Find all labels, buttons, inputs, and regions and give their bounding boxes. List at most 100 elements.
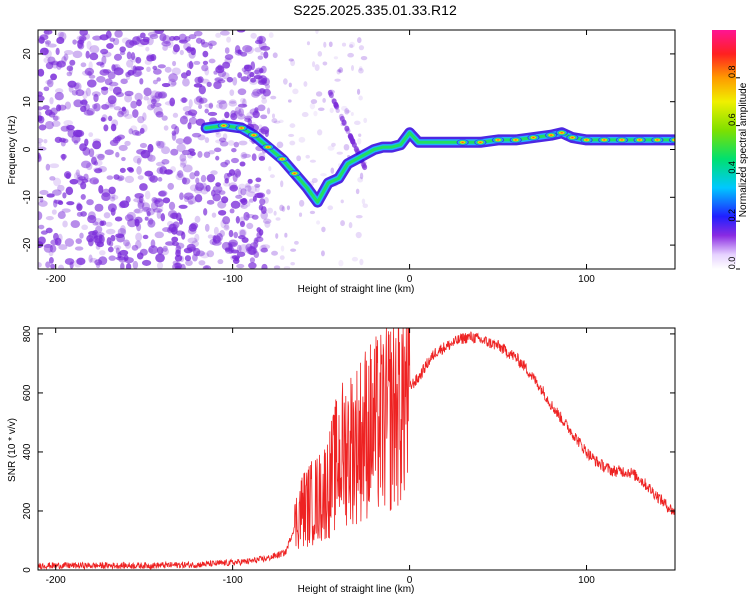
noise-speckle (339, 115, 345, 122)
noise-speckle (316, 220, 321, 225)
noise-speckle (115, 151, 120, 158)
noise-speckle (265, 84, 271, 89)
noise-speckle (204, 103, 214, 108)
noise-speckle (268, 166, 272, 172)
noise-speckle (158, 190, 167, 197)
noise-speckle (180, 158, 187, 166)
ridge-hotspot (580, 136, 593, 143)
noise-speckle (183, 192, 194, 200)
spectrogram-y-label: Frequency (Hz) (7, 116, 18, 185)
noise-speckle (216, 99, 227, 105)
noise-speckle (228, 100, 238, 107)
noise-speckle (69, 178, 79, 185)
noise-speckle (236, 251, 246, 257)
noise-speckle (223, 181, 231, 187)
noise-speckle (198, 104, 203, 110)
noise-speckle (357, 138, 362, 145)
noise-speckle (38, 124, 47, 131)
noise-speckle (289, 140, 296, 146)
noise-speckle (55, 47, 60, 56)
noise-speckle (167, 182, 175, 190)
noise-speckle (356, 88, 361, 95)
noise-speckle (66, 201, 75, 206)
spectrogram-y-tick-label: -10 (22, 190, 33, 205)
noise-speckle (260, 114, 268, 120)
noise-speckle (224, 247, 230, 252)
noise-speckle (103, 124, 109, 132)
noise-speckle (171, 241, 180, 247)
noise-speckle (260, 45, 271, 51)
noise-speckle (149, 33, 159, 40)
spectrogram-y-axis: 20 10 0 -10 -20 (22, 48, 675, 252)
noise-speckle (224, 111, 230, 119)
noise-speckle (107, 246, 114, 253)
noise-speckle (66, 71, 73, 77)
noise-speckle (195, 182, 204, 192)
noise-speckle (74, 82, 82, 92)
noise-speckle (253, 69, 260, 75)
noise-speckle (231, 147, 237, 153)
noise-speckle (119, 167, 126, 173)
noise-speckle (353, 120, 361, 125)
noise-speckle (38, 36, 45, 44)
noise-speckle (211, 240, 222, 246)
noise-speckle (257, 80, 267, 86)
noise-speckle (203, 208, 208, 216)
noise-speckle (38, 200, 48, 207)
noise-speckle (298, 212, 303, 217)
noise-speckle (113, 245, 122, 250)
noise-speckle (271, 113, 276, 119)
colorbar-tick-label: 0.0 (727, 257, 737, 270)
noise-speckle (227, 140, 235, 146)
noise-speckle (221, 196, 229, 204)
ridge-hotspot (247, 132, 260, 139)
noise-speckle (136, 148, 146, 155)
noise-speckle (240, 151, 248, 160)
noise-speckle (236, 263, 245, 269)
noise-speckle (204, 67, 210, 76)
noise-speckle (237, 49, 242, 55)
noise-speckle (251, 91, 260, 98)
noise-speckle (178, 39, 188, 44)
noise-speckle (210, 170, 218, 176)
noise-speckle (143, 87, 152, 97)
noise-speckle (240, 76, 249, 82)
noise-speckle (269, 174, 275, 179)
noise-speckle (38, 152, 41, 160)
noise-speckle (160, 213, 166, 222)
noise-speckle (235, 216, 240, 224)
noise-speckle (108, 103, 114, 108)
noise-speckle (38, 224, 45, 230)
noise-speckle (328, 41, 333, 48)
noise-speckle (106, 43, 114, 50)
noise-speckle (54, 237, 62, 246)
noise-speckle (43, 86, 50, 92)
noise-speckle (361, 198, 366, 205)
main-title: S225.2025.335.01.33.R12 (293, 2, 457, 18)
noise-speckle (245, 183, 251, 188)
noise-speckle (38, 154, 42, 163)
noise-speckle (57, 31, 64, 39)
noise-speckle (98, 185, 104, 194)
noise-speckle (147, 31, 158, 37)
noise-speckle (230, 249, 240, 254)
noise-speckle (182, 114, 188, 120)
noise-speckle (248, 198, 254, 203)
snr-y-tick-label: 800 (22, 325, 33, 342)
colorbar-tick-label: 0.2 (727, 209, 737, 222)
noise-speckle (76, 203, 83, 211)
noise-speckle (185, 259, 193, 266)
noise-speckle (134, 216, 143, 224)
noise-speckle (229, 89, 235, 97)
noise-speckle (267, 207, 274, 214)
noise-speckle (169, 97, 176, 107)
noise-speckle (181, 97, 187, 103)
snr-y-tick-label: 200 (22, 502, 33, 519)
noise-speckle (336, 69, 341, 75)
noise-speckle (215, 155, 220, 161)
noise-speckle (355, 214, 363, 219)
noise-speckle (188, 117, 198, 125)
noise-speckle (355, 188, 360, 195)
noise-speckle (263, 51, 269, 59)
noise-speckle (237, 103, 248, 108)
